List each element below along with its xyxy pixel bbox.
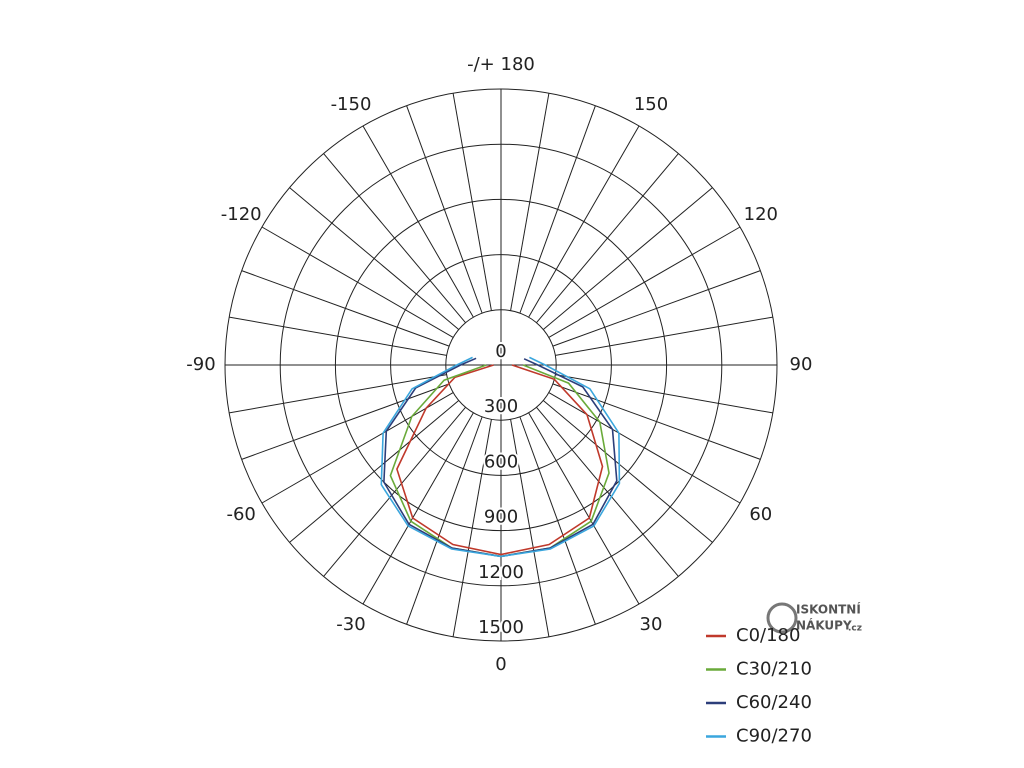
grid-ring — [334, 198, 668, 532]
angle-tick-label: 0 — [495, 654, 506, 675]
angle-tick-label: 120 — [744, 204, 778, 225]
legend-label: C0/180 — [736, 625, 800, 646]
watermark-text: .cz — [848, 624, 862, 634]
r-tick-label: 1500 — [478, 617, 524, 638]
watermark: ISKONTNÍ NÁKUPY .cz — [766, 602, 862, 634]
angle-tick-label: 30 — [640, 614, 663, 635]
grid-ring — [445, 309, 557, 421]
angle-tick-label: -60 — [226, 504, 255, 525]
r-tick-label: 900 — [484, 507, 518, 528]
watermark-logo — [766, 602, 798, 634]
watermark-text: ISKONTNÍ — [796, 602, 861, 617]
angle-tick-label: -120 — [221, 204, 262, 225]
grid-ring — [224, 88, 778, 642]
r-tick-label: 600 — [484, 451, 518, 472]
watermark-text: NÁKUPY — [796, 618, 852, 633]
angle-tick-label: 90 — [790, 354, 813, 375]
legend-label: C30/210 — [736, 659, 812, 680]
legend-label: C90/270 — [736, 726, 812, 747]
angle-tick-label: -150 — [331, 94, 372, 115]
angle-tick-label: -/+ 180 — [467, 54, 535, 75]
grid-ring — [390, 254, 612, 476]
angle-tick-label: 60 — [749, 504, 772, 525]
r-tick-label: 0 — [495, 341, 506, 362]
angle-tick-label: 150 — [634, 94, 668, 115]
series-line — [396, 364, 604, 556]
legend-label: C60/240 — [736, 692, 812, 713]
angle-tick-label: -90 — [186, 354, 215, 375]
series-line — [380, 356, 621, 558]
r-tick-label: 300 — [484, 396, 518, 417]
grid-ring — [279, 143, 723, 587]
angle-tick-label: -30 — [336, 614, 365, 635]
r-tick-label: 1200 — [478, 562, 524, 583]
